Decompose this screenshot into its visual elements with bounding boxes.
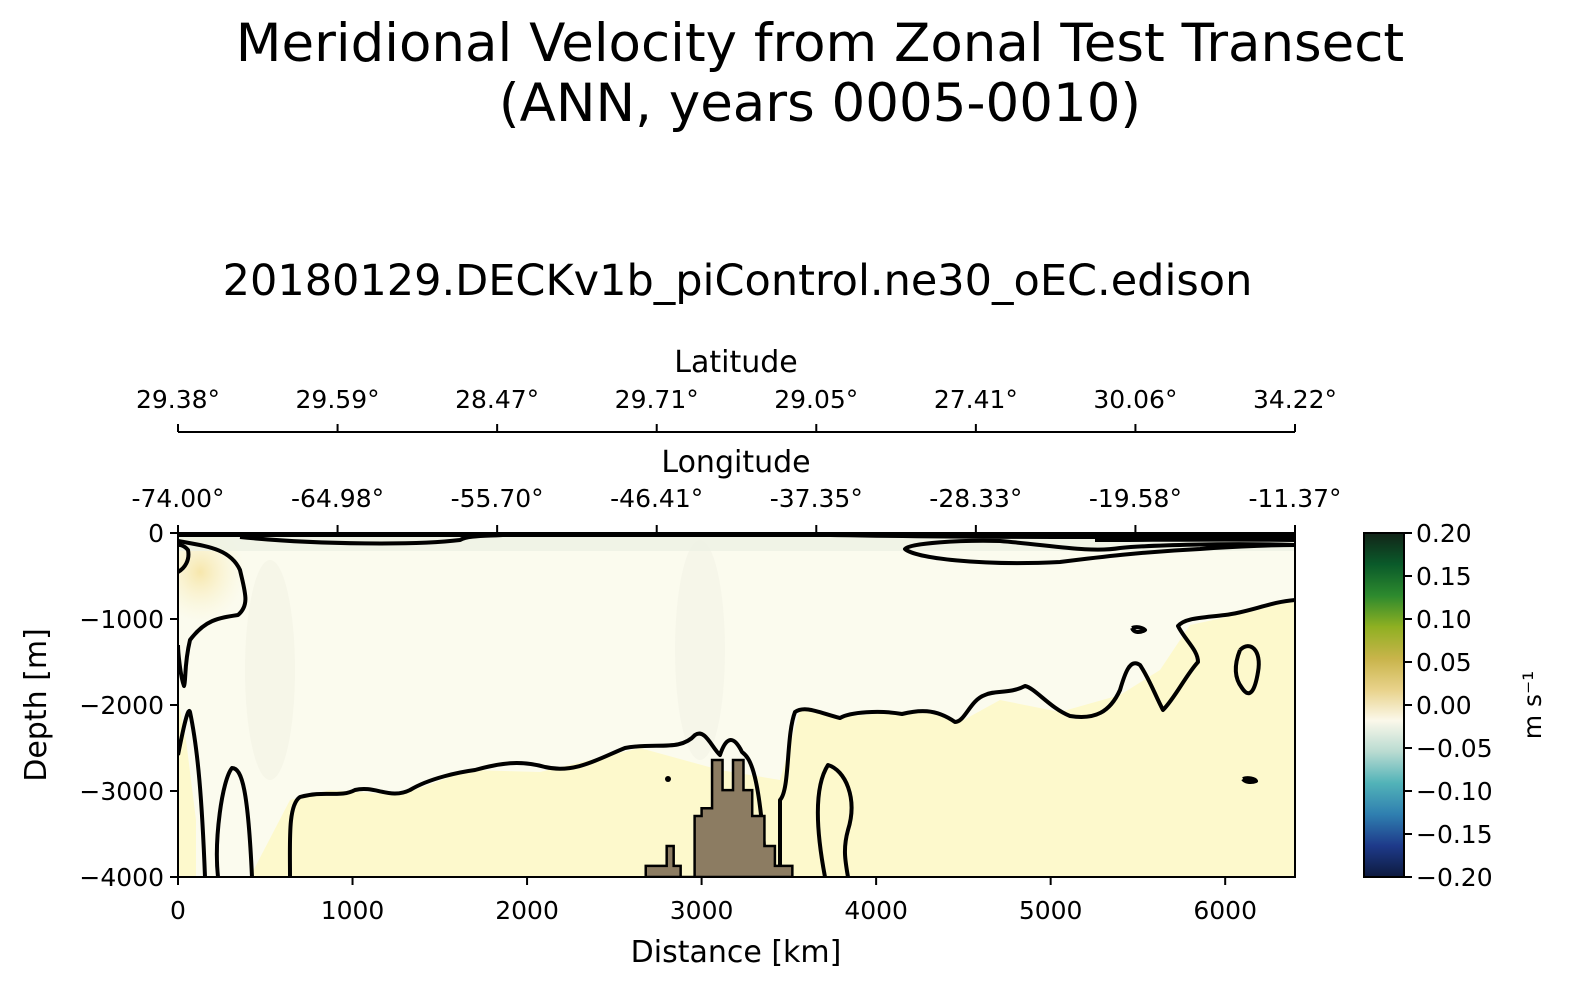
longitude-tick-label: -55.70° — [451, 484, 544, 513]
longitude-tick-label: -11.37° — [1248, 484, 1341, 513]
y-tick-label: 0 — [148, 519, 164, 548]
contour-small-ellipse-1 — [1233, 644, 1261, 696]
latitude-axis-title: Latitude — [674, 345, 797, 380]
central-column-tint — [675, 540, 725, 760]
x-tick-label: 2000 — [495, 896, 559, 925]
colorbar-tick-label: 0.20 — [1416, 519, 1472, 548]
latitude-tick-label: 29.59° — [296, 385, 380, 414]
longitude-axis-title: Longitude — [661, 445, 810, 480]
latitude-tick-label: 27.41° — [934, 385, 1018, 414]
contour-deep-west — [287, 731, 768, 877]
longitude-tick-label: -46.41° — [610, 484, 703, 513]
y-axis: 0 −1000 −2000 −3000 −4000 — [79, 519, 178, 892]
latitude-tick-label: 29.71° — [615, 385, 699, 414]
top-axes: 29.38° 29.59° 28.47° 29.71° 29.05° 27.41° 30.0… — [131, 345, 1342, 533]
colorbar-tick-label: 0.10 — [1416, 605, 1472, 634]
colorbar-tick-label: −0.10 — [1416, 777, 1493, 806]
x-tick-label: 4000 — [844, 896, 908, 925]
longitude-tick-label: -37.35° — [770, 484, 863, 513]
contour-left-column — [178, 709, 207, 877]
deep-positive-region — [178, 600, 1295, 877]
longitude-tick-label: -74.00° — [131, 484, 224, 513]
colorbar-label: m s⁻¹ — [1518, 671, 1547, 740]
colorbar-tick-label: −0.20 — [1416, 863, 1493, 892]
y-tick-label: −1000 — [79, 605, 164, 634]
x-tick-label: 6000 — [1193, 896, 1257, 925]
contour-mid-depth — [778, 598, 1295, 877]
latitude-tick-label: 29.05° — [774, 385, 858, 414]
contour-surface-west — [178, 539, 248, 688]
latitude-tick-label: 34.22° — [1253, 385, 1337, 414]
colorbar-tick-label: −0.15 — [1416, 820, 1493, 849]
x-axis-label: Distance [km] — [631, 935, 842, 970]
colorbar: 0.20 0.15 0.10 0.05 0.00 −0.05 −0.10 −0.15 −0.20… — [1363, 519, 1547, 892]
latitude-tick-label: 28.47° — [455, 385, 539, 414]
figure-title-line1: Meridional Velocity from Zonal Test Tran… — [235, 13, 1405, 74]
western-column-tint — [245, 560, 295, 780]
latitude-tick-label: 29.38° — [136, 385, 220, 414]
contour-small-ellipse-2 — [1130, 625, 1147, 635]
run-subtitle: 20180129.DECKv1b_piControl.ne30_oEC.edis… — [222, 256, 1253, 306]
contour-small-ellipse-3 — [1241, 776, 1258, 785]
longitude-tick-label: -28.33° — [929, 484, 1022, 513]
contour-dot — [665, 776, 671, 782]
colorbar-tick-label: −0.05 — [1416, 734, 1493, 763]
contour-column-2 — [214, 766, 254, 877]
colorbar-ramp — [1363, 532, 1405, 878]
colorbar-tick-label: 0.00 — [1416, 691, 1472, 720]
colorbar-tick-label: 0.05 — [1416, 648, 1472, 677]
y-axis-label: Depth [m] — [19, 628, 54, 782]
longitude-tick-label: -64.98° — [291, 484, 384, 513]
x-tick-label: 3000 — [670, 896, 734, 925]
x-tick-label: 0 — [170, 896, 186, 925]
zero-contours — [178, 533, 1295, 877]
bathymetry-land — [644, 758, 794, 877]
x-tick-label: 5000 — [1019, 896, 1083, 925]
colorbar-tick-label: 0.15 — [1416, 562, 1472, 591]
latitude-tick-label: 30.06° — [1093, 385, 1177, 414]
y-tick-label: −3000 — [79, 777, 164, 806]
y-tick-label: −4000 — [79, 863, 164, 892]
contour-loop-3700 — [815, 763, 854, 877]
y-tick-label: −2000 — [79, 691, 164, 720]
longitude-tick-label: -19.58° — [1089, 484, 1182, 513]
figure-title-line2: (ANN, years 0005-0010) — [498, 73, 1142, 134]
contour-surface-loop-east — [903, 538, 1295, 566]
x-axis: 0 1000 2000 3000 4000 5000 6000 — [170, 877, 1257, 925]
contour-surface-loop-west — [178, 542, 191, 574]
x-tick-label: 1000 — [321, 896, 385, 925]
